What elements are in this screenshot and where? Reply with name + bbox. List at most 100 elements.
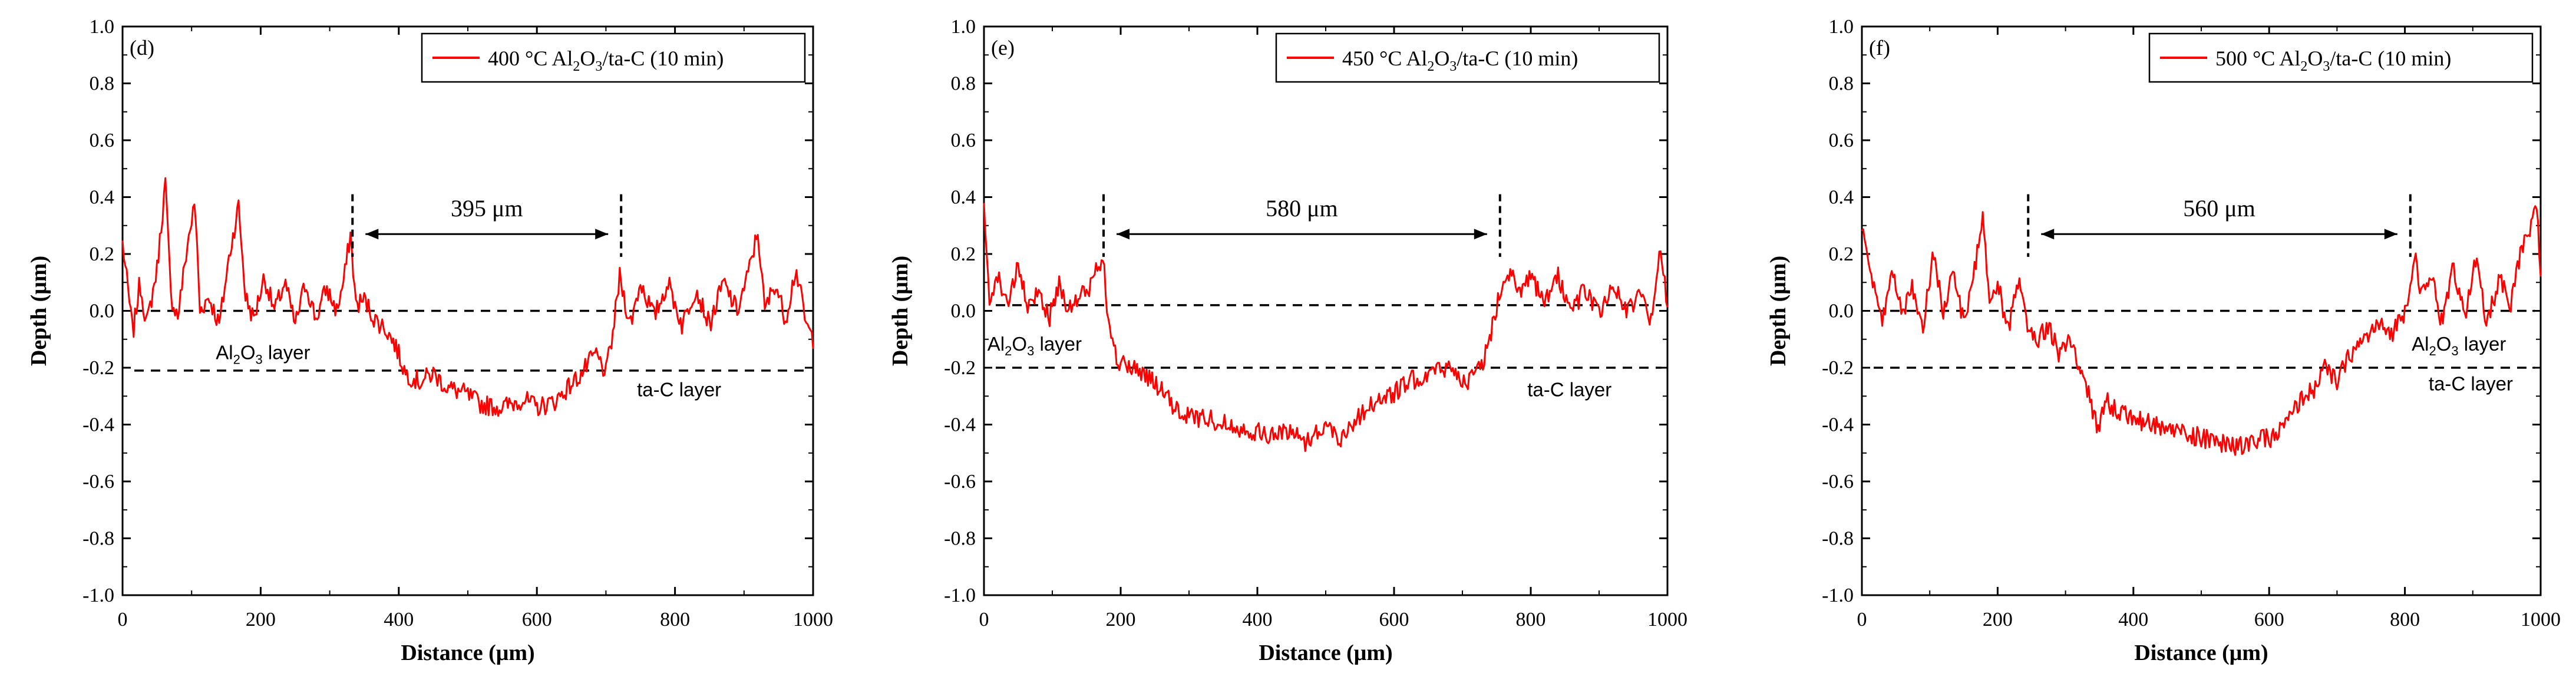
y-tick-label: -0.2 — [944, 357, 976, 379]
x-tick-label: 200 — [1106, 609, 1136, 631]
legend-text-prefix: 500 °C Al — [2215, 47, 2300, 70]
y-tick-label: 0.4 — [1829, 187, 1854, 209]
y-tick-label: 0.8 — [951, 73, 976, 95]
legend-subscript: 3 — [1449, 59, 1457, 74]
annotation-suffix: layer — [1034, 333, 1082, 355]
tac-layer-label: ta-C layer — [637, 378, 721, 400]
y-tick-label: -0.2 — [1822, 357, 1854, 379]
y-tick-label: -0.4 — [944, 414, 976, 436]
y-tick-label: -0.8 — [944, 528, 976, 550]
legend-subscript: 2 — [573, 59, 580, 74]
y-tick-label: -1.0 — [1822, 585, 1854, 606]
depth-profile-line — [983, 203, 1669, 452]
y-tick-label: 0.4 — [90, 187, 115, 209]
annotation-subscript: 2 — [1005, 344, 1012, 358]
y-tick-label: 1.0 — [1829, 16, 1854, 38]
legend-text-mid: O — [580, 47, 595, 70]
y-tick-label: 0.2 — [90, 243, 115, 265]
y-tick-label: 0.8 — [1829, 73, 1854, 95]
legend-text-mid: O — [2307, 47, 2323, 70]
x-tick-label: 0 — [1857, 609, 1867, 631]
x-tick-label: 600 — [522, 609, 552, 631]
y-tick-label: -0.8 — [82, 528, 114, 550]
x-tick-label: 200 — [246, 609, 276, 631]
x-axis-label: Distance (μm) — [2134, 641, 2268, 665]
legend-subscript: 3 — [2323, 59, 2330, 74]
annotation-prefix: Al — [216, 342, 233, 364]
annotation-subscript: 3 — [2451, 344, 2458, 358]
annotation-subscript: 3 — [1027, 344, 1034, 358]
x-tick-label: 0 — [979, 609, 989, 631]
legend-subscript: 2 — [2300, 59, 2307, 74]
y-tick-label: -0.8 — [1822, 528, 1854, 550]
x-tick-label: 200 — [1983, 609, 2013, 631]
y-tick-label: 0.2 — [951, 243, 976, 265]
y-tick-label: 1.0 — [951, 16, 976, 38]
x-tick-label: 800 — [1516, 609, 1546, 631]
legend-box — [421, 32, 806, 83]
chart-panel-1: 1.0 0.8 0.6 0.4 0.2 0.0 -0.2 -0.4 -0.6 -0.8 -1.00 2… — [27, 16, 833, 665]
x-tick-label: 400 — [1243, 609, 1273, 631]
x-tick-label: 1000 — [1647, 609, 1687, 631]
legend-subscript: 3 — [595, 59, 602, 74]
x-tick-label: 1000 — [2521, 609, 2561, 631]
width-arrow-head-left — [365, 229, 379, 240]
legend-text-suffix: /ta-C (10 min) — [2330, 47, 2451, 70]
panel-label: (e) — [991, 36, 1015, 60]
y-tick-label: 0.6 — [90, 130, 115, 151]
annotation-suffix: layer — [2459, 333, 2506, 355]
y-tick-label: 0.6 — [1829, 130, 1854, 151]
y-tick-label: 0.0 — [1829, 301, 1854, 322]
y-tick-label: -0.4 — [82, 414, 114, 436]
annotation-mid: O — [1012, 333, 1027, 355]
legend-text-suffix: /ta-C (10 min) — [1457, 47, 1578, 70]
x-tick-label: 400 — [384, 609, 414, 631]
x-tick-label: 1000 — [793, 609, 833, 631]
depth-profile-line — [1861, 205, 2542, 456]
plot-frame — [983, 25, 1669, 596]
y-tick-label: -1.0 — [944, 585, 976, 606]
legend-box — [1275, 32, 1660, 83]
annotation-suffix: layer — [263, 342, 311, 364]
width-arrow-head-left — [2041, 229, 2055, 240]
legend-text-suffix: /ta-C (10 min) — [602, 47, 724, 70]
width-label: 560 μm — [2183, 195, 2255, 222]
y-tick-label: 0.8 — [90, 73, 115, 95]
y-tick-label: 0.4 — [951, 187, 976, 209]
annotation-subscript: 2 — [233, 352, 240, 367]
x-tick-label: 800 — [2390, 609, 2420, 631]
legend-text-mid: O — [1434, 47, 1449, 70]
width-arrow-head-right — [2384, 229, 2397, 240]
legend-text-prefix: 400 °C Al — [488, 47, 573, 70]
x-tick-label: 800 — [660, 609, 690, 631]
y-tick-label: -0.2 — [82, 357, 114, 379]
legend-label: 400 °C Al2O3/ta-C (10 min) — [488, 47, 724, 74]
x-tick-label: 600 — [1379, 609, 1409, 631]
annotation-prefix: Al — [2412, 333, 2429, 355]
legend-text-prefix: 450 °C Al — [1342, 47, 1427, 70]
y-axis-label: Depth (μm) — [888, 256, 913, 366]
width-arrow-head-right — [1474, 229, 1487, 240]
y-tick-label: 1.0 — [90, 16, 115, 38]
y-tick-label: 0.2 — [1829, 243, 1854, 265]
chart-panel-2: 1.0 0.8 0.6 0.4 0.2 0.0 -0.2 -0.4 -0.6 -0.8 -1.00 2… — [888, 16, 1687, 665]
width-label: 580 μm — [1266, 195, 1338, 222]
annotation-mid: O — [2436, 333, 2452, 355]
annotation-subscript: 2 — [2429, 344, 2436, 358]
al2o3-layer-label: Al2O3 layer — [2412, 333, 2506, 358]
panel-label: (d) — [130, 36, 154, 60]
y-axis-label: Depth (μm) — [27, 256, 51, 366]
legend-label: 450 °C Al2O3/ta-C (10 min) — [1342, 47, 1578, 74]
panel-label: (f) — [1869, 36, 1890, 60]
y-tick-label: 0.6 — [951, 130, 976, 151]
y-tick-label: -0.6 — [944, 471, 976, 493]
x-tick-label: 400 — [2118, 609, 2148, 631]
al2o3-layer-label: Al2O3 layer — [988, 333, 1082, 358]
y-tick-label: 0.0 — [951, 301, 976, 322]
y-axis-label: Depth (μm) — [1766, 256, 1791, 366]
legend-subscript: 2 — [1427, 59, 1434, 74]
y-tick-label: -0.4 — [1822, 414, 1854, 436]
legend-label: 500 °C Al2O3/ta-C (10 min) — [2215, 47, 2451, 74]
x-tick-label: 0 — [118, 609, 128, 631]
